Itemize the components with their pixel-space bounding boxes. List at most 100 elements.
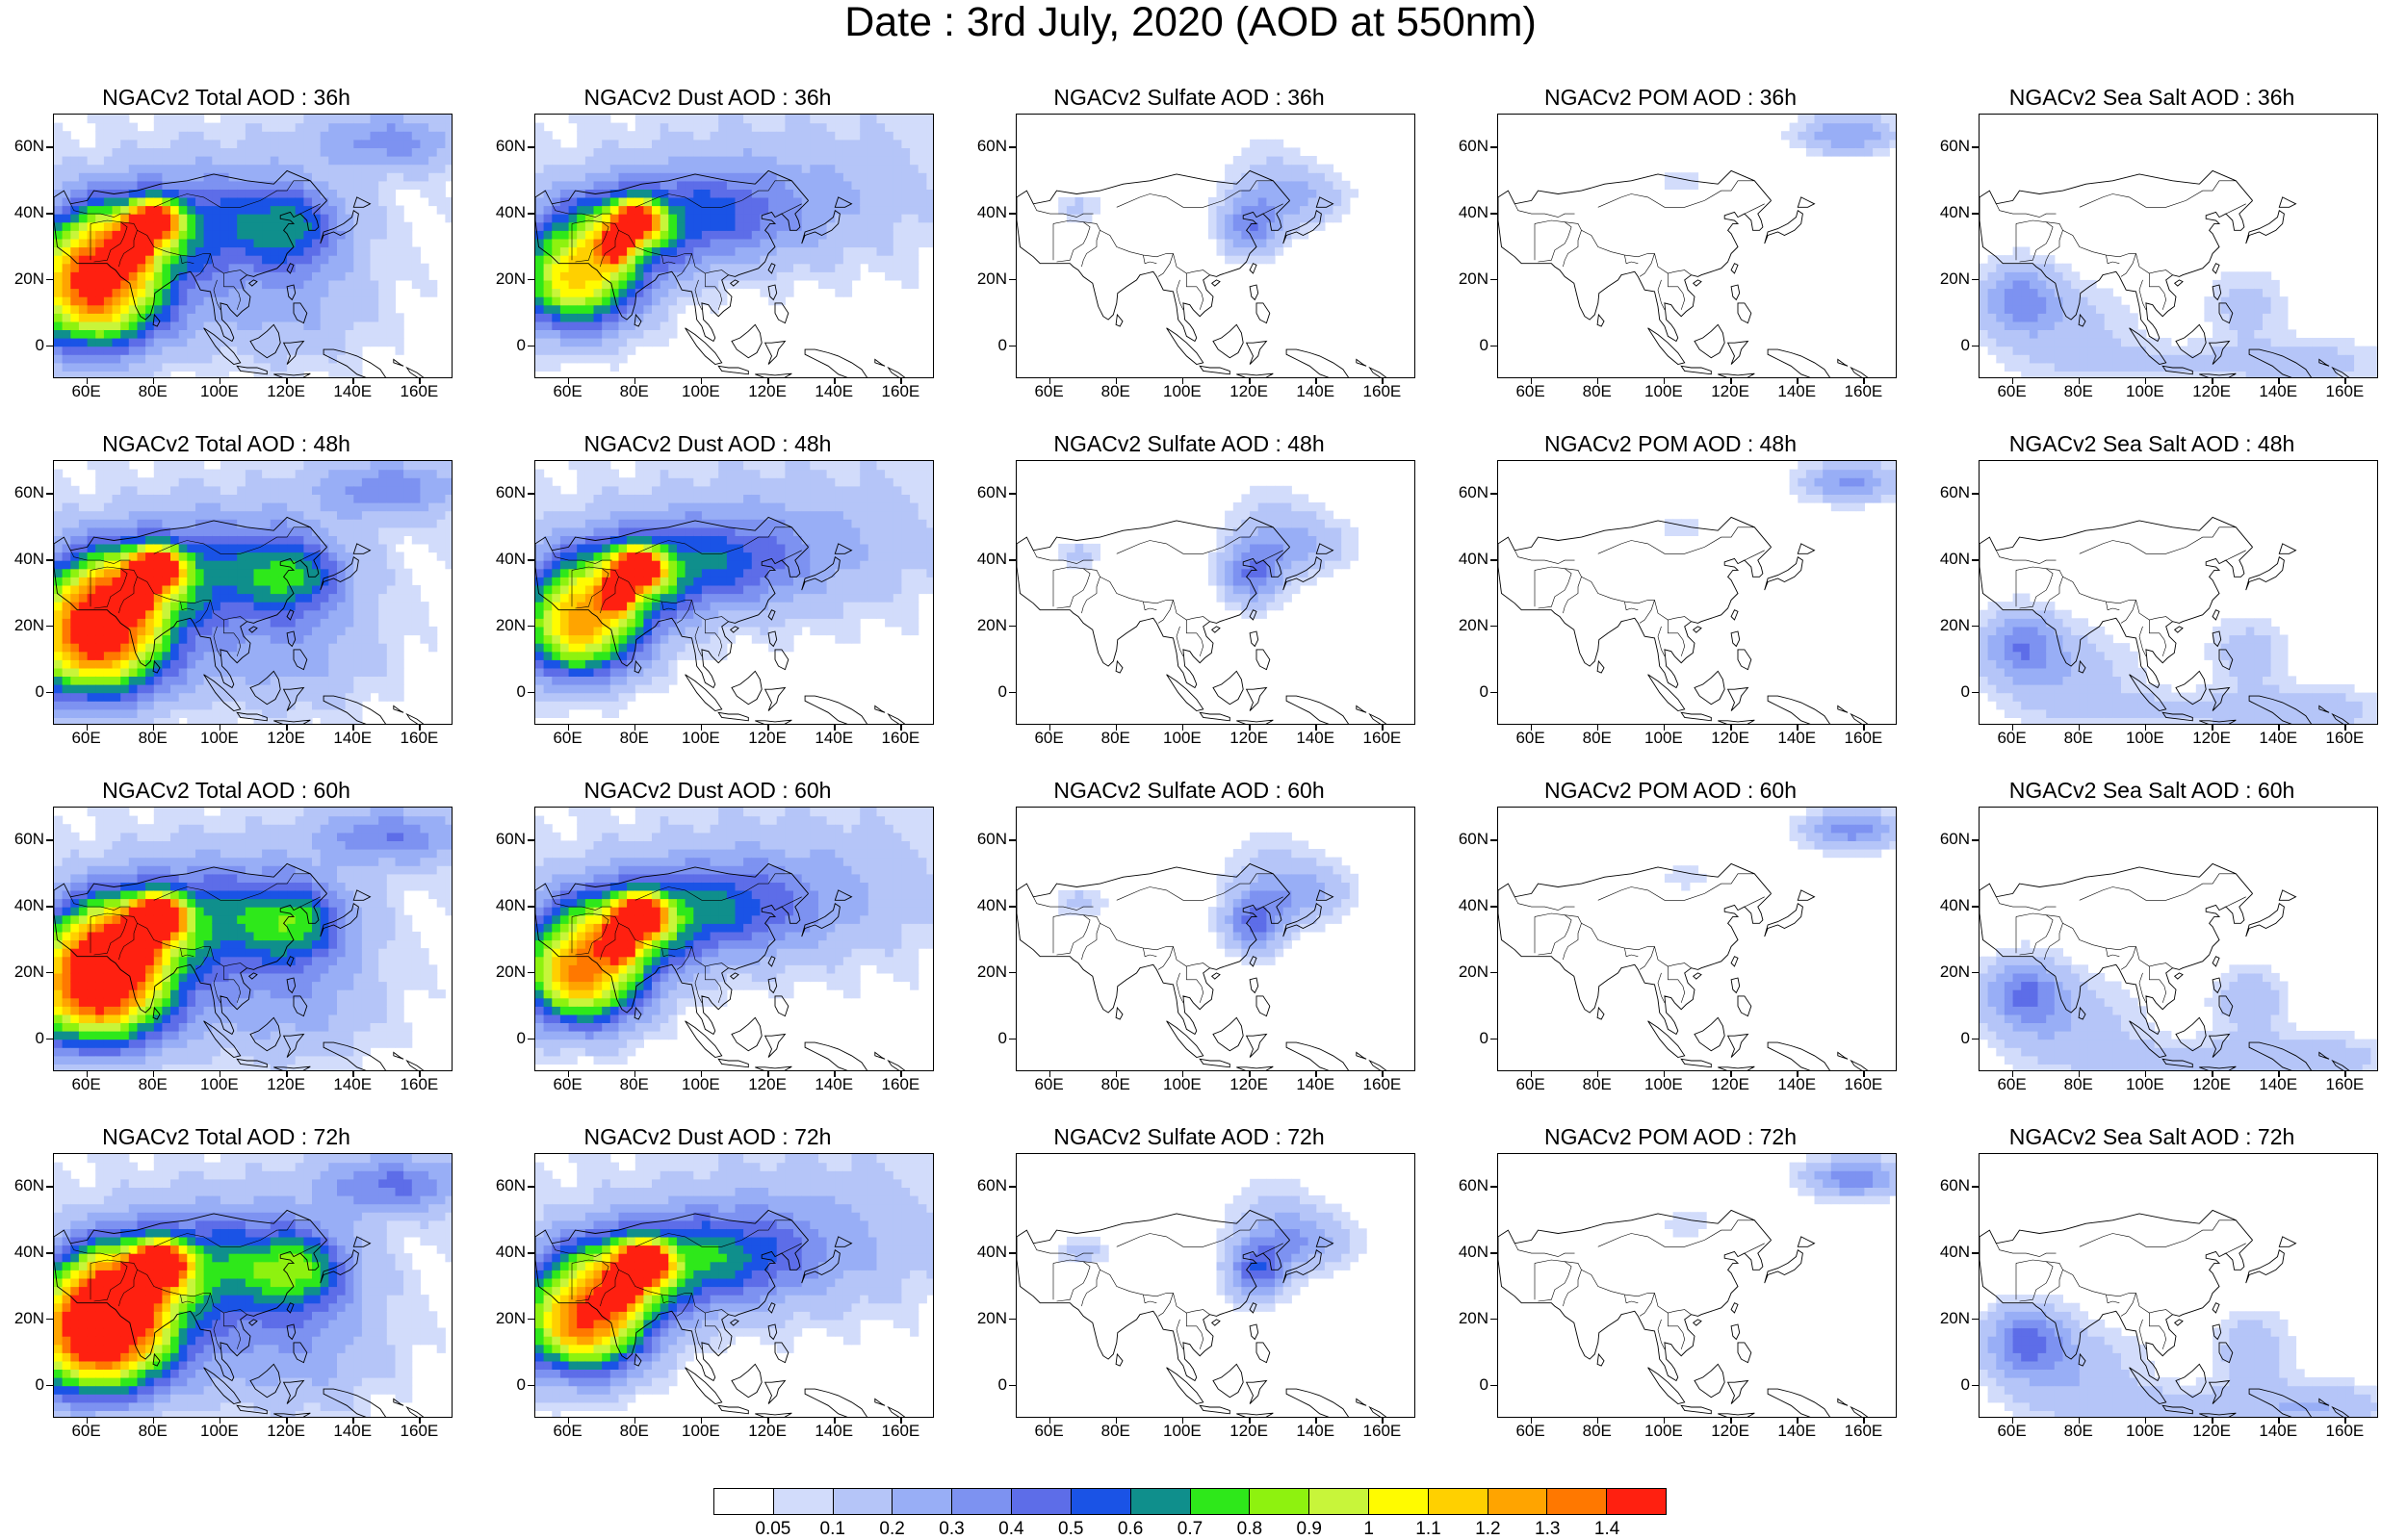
- aod-cell: [312, 147, 321, 156]
- aod-cell: [237, 668, 246, 677]
- aod-cell: [577, 305, 585, 314]
- aod-cell: [1275, 156, 1283, 165]
- aod-cell: [120, 627, 129, 635]
- x-tick-mark: [701, 378, 703, 384]
- aod-cell: [262, 230, 271, 239]
- aod-cell: [95, 610, 104, 619]
- aod-cell: [445, 461, 453, 470]
- aod-cell: [378, 470, 387, 478]
- aod-cell: [552, 338, 560, 346]
- aod-cell: [535, 585, 544, 594]
- aod-cell: [312, 494, 321, 502]
- aod-cell: [768, 197, 777, 206]
- aod-cell: [2180, 371, 2188, 378]
- aod-cell: [736, 123, 744, 132]
- aod-cell: [910, 197, 919, 206]
- aod-cell: [296, 131, 304, 140]
- aod-cell: [63, 371, 71, 378]
- aod-cell: [1823, 123, 1831, 132]
- aod-cell: [296, 206, 304, 215]
- country-border: [2121, 253, 2136, 276]
- aod-cell: [229, 140, 238, 148]
- aod-cell: [271, 206, 279, 215]
- aod-cell: [777, 296, 786, 305]
- aod-cell: [296, 527, 304, 536]
- aod-cell: [303, 271, 312, 280]
- aod-cell: [768, 255, 777, 264]
- aod-cell: [145, 494, 154, 502]
- aod-cell: [179, 693, 188, 702]
- aod-cell: [2254, 280, 2263, 289]
- aod-cell: [387, 494, 396, 502]
- aod-cell: [727, 222, 736, 231]
- aod-cell: [104, 247, 113, 256]
- aod-cell: [2279, 305, 2288, 314]
- aod-cell: [113, 305, 121, 314]
- aod-cell: [337, 329, 346, 338]
- aod-cell: [129, 206, 138, 215]
- aod-cell: [403, 494, 412, 502]
- aod-cell: [2013, 346, 2022, 355]
- aod-cell: [79, 693, 88, 702]
- aod-cell: [1806, 115, 1815, 123]
- aod-cell: [777, 230, 786, 239]
- aod-cell: [337, 709, 346, 718]
- aod-cell: [346, 627, 354, 635]
- coastline-island: [1236, 373, 1273, 378]
- aod-cell: [138, 610, 146, 619]
- aod-cell: [926, 181, 934, 190]
- aod-cell: [54, 693, 63, 702]
- aod-cell: [387, 156, 396, 165]
- aod-cell: [337, 502, 346, 511]
- aod-cell: [312, 461, 321, 470]
- aod-cell: [2105, 313, 2113, 321]
- aod-cell: [403, 577, 412, 585]
- aod-cell: [1815, 123, 1824, 132]
- aod-cell: [577, 197, 585, 206]
- aod-cell: [145, 354, 154, 363]
- coastline-island: [1256, 303, 1270, 323]
- aod-cell: [246, 477, 254, 486]
- aod-cell: [162, 602, 170, 610]
- aod-cell: [569, 271, 578, 280]
- aod-cell: [346, 140, 354, 148]
- aod-cell: [220, 115, 229, 123]
- aod-cell: [296, 627, 304, 635]
- aod-cell: [893, 123, 902, 132]
- aod-cell: [752, 206, 761, 215]
- aod-cell: [743, 147, 752, 156]
- aod-cell: [312, 123, 321, 132]
- aod-cell: [195, 230, 204, 239]
- aod-cell: [378, 511, 387, 520]
- aod-cell: [378, 230, 387, 239]
- aod-cell: [544, 709, 553, 718]
- aod-cell: [2071, 271, 2080, 280]
- coastline-island: [1212, 280, 1220, 286]
- aod-cell: [627, 131, 635, 140]
- aod-cell: [70, 519, 79, 527]
- aod-cell: [378, 264, 387, 272]
- aod-cell: [1291, 156, 1300, 165]
- aod-cell: [736, 280, 744, 289]
- aod-cell: [246, 527, 254, 536]
- aod-cell: [535, 296, 544, 305]
- aod-cell: [170, 659, 179, 668]
- x-tick-label: 120E: [734, 729, 801, 748]
- aod-cell: [885, 189, 893, 197]
- aod-cell: [246, 552, 254, 561]
- aod-cell: [378, 321, 387, 330]
- aod-cell: [1300, 172, 1308, 181]
- aod-cell: [204, 354, 213, 363]
- aod-cell: [544, 140, 553, 148]
- aod-cell: [2096, 329, 2105, 338]
- aod-cell: [287, 230, 296, 239]
- aod-cell: [95, 123, 104, 132]
- aod-cell: [1283, 172, 1292, 181]
- aod-cell: [162, 643, 170, 652]
- aod-cell: [552, 140, 560, 148]
- aod-cell: [187, 684, 195, 693]
- aod-cell: [396, 313, 404, 321]
- aod-cell: [162, 560, 170, 569]
- aod-cell: [254, 668, 263, 677]
- aod-cell: [686, 115, 694, 123]
